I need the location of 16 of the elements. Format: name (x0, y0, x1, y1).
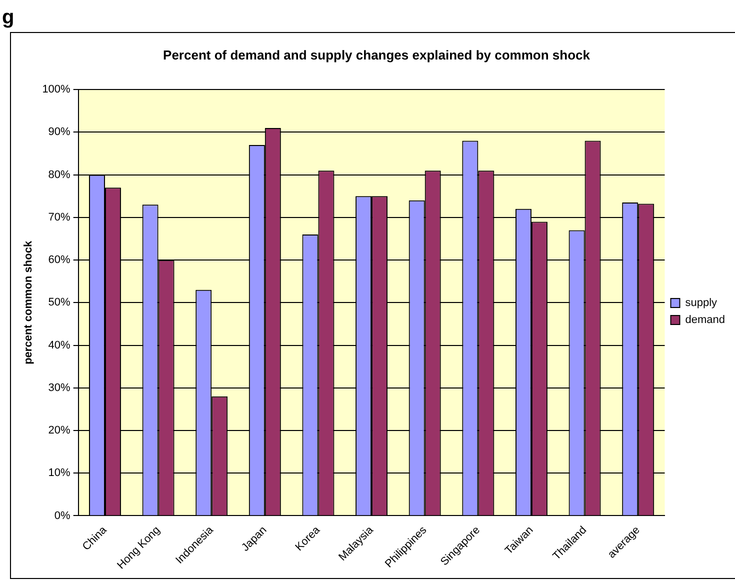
y-axis-title: percent common shock (22, 240, 35, 364)
y-tick-label: 80% (48, 168, 71, 181)
y-tick-label: 70% (48, 211, 71, 224)
text: g (2, 6, 14, 29)
y-tick-label: 20% (48, 424, 71, 437)
y-tick-label: 10% (48, 467, 71, 480)
y-tick-label: 0% (54, 510, 71, 522)
legend-label: supply (685, 297, 718, 310)
y-tick-label: 100% (42, 84, 71, 96)
y-tick-label: 90% (48, 126, 71, 138)
y-tick-label: 60% (48, 254, 71, 266)
y-tick-label: 40% (48, 339, 71, 352)
y-tick-label: 50% (48, 296, 71, 309)
y-tick-label: 30% (48, 382, 71, 394)
legend-label: demand (685, 314, 726, 326)
chart-title: Percent of demand and supply changes explained by common shock (163, 47, 591, 62)
